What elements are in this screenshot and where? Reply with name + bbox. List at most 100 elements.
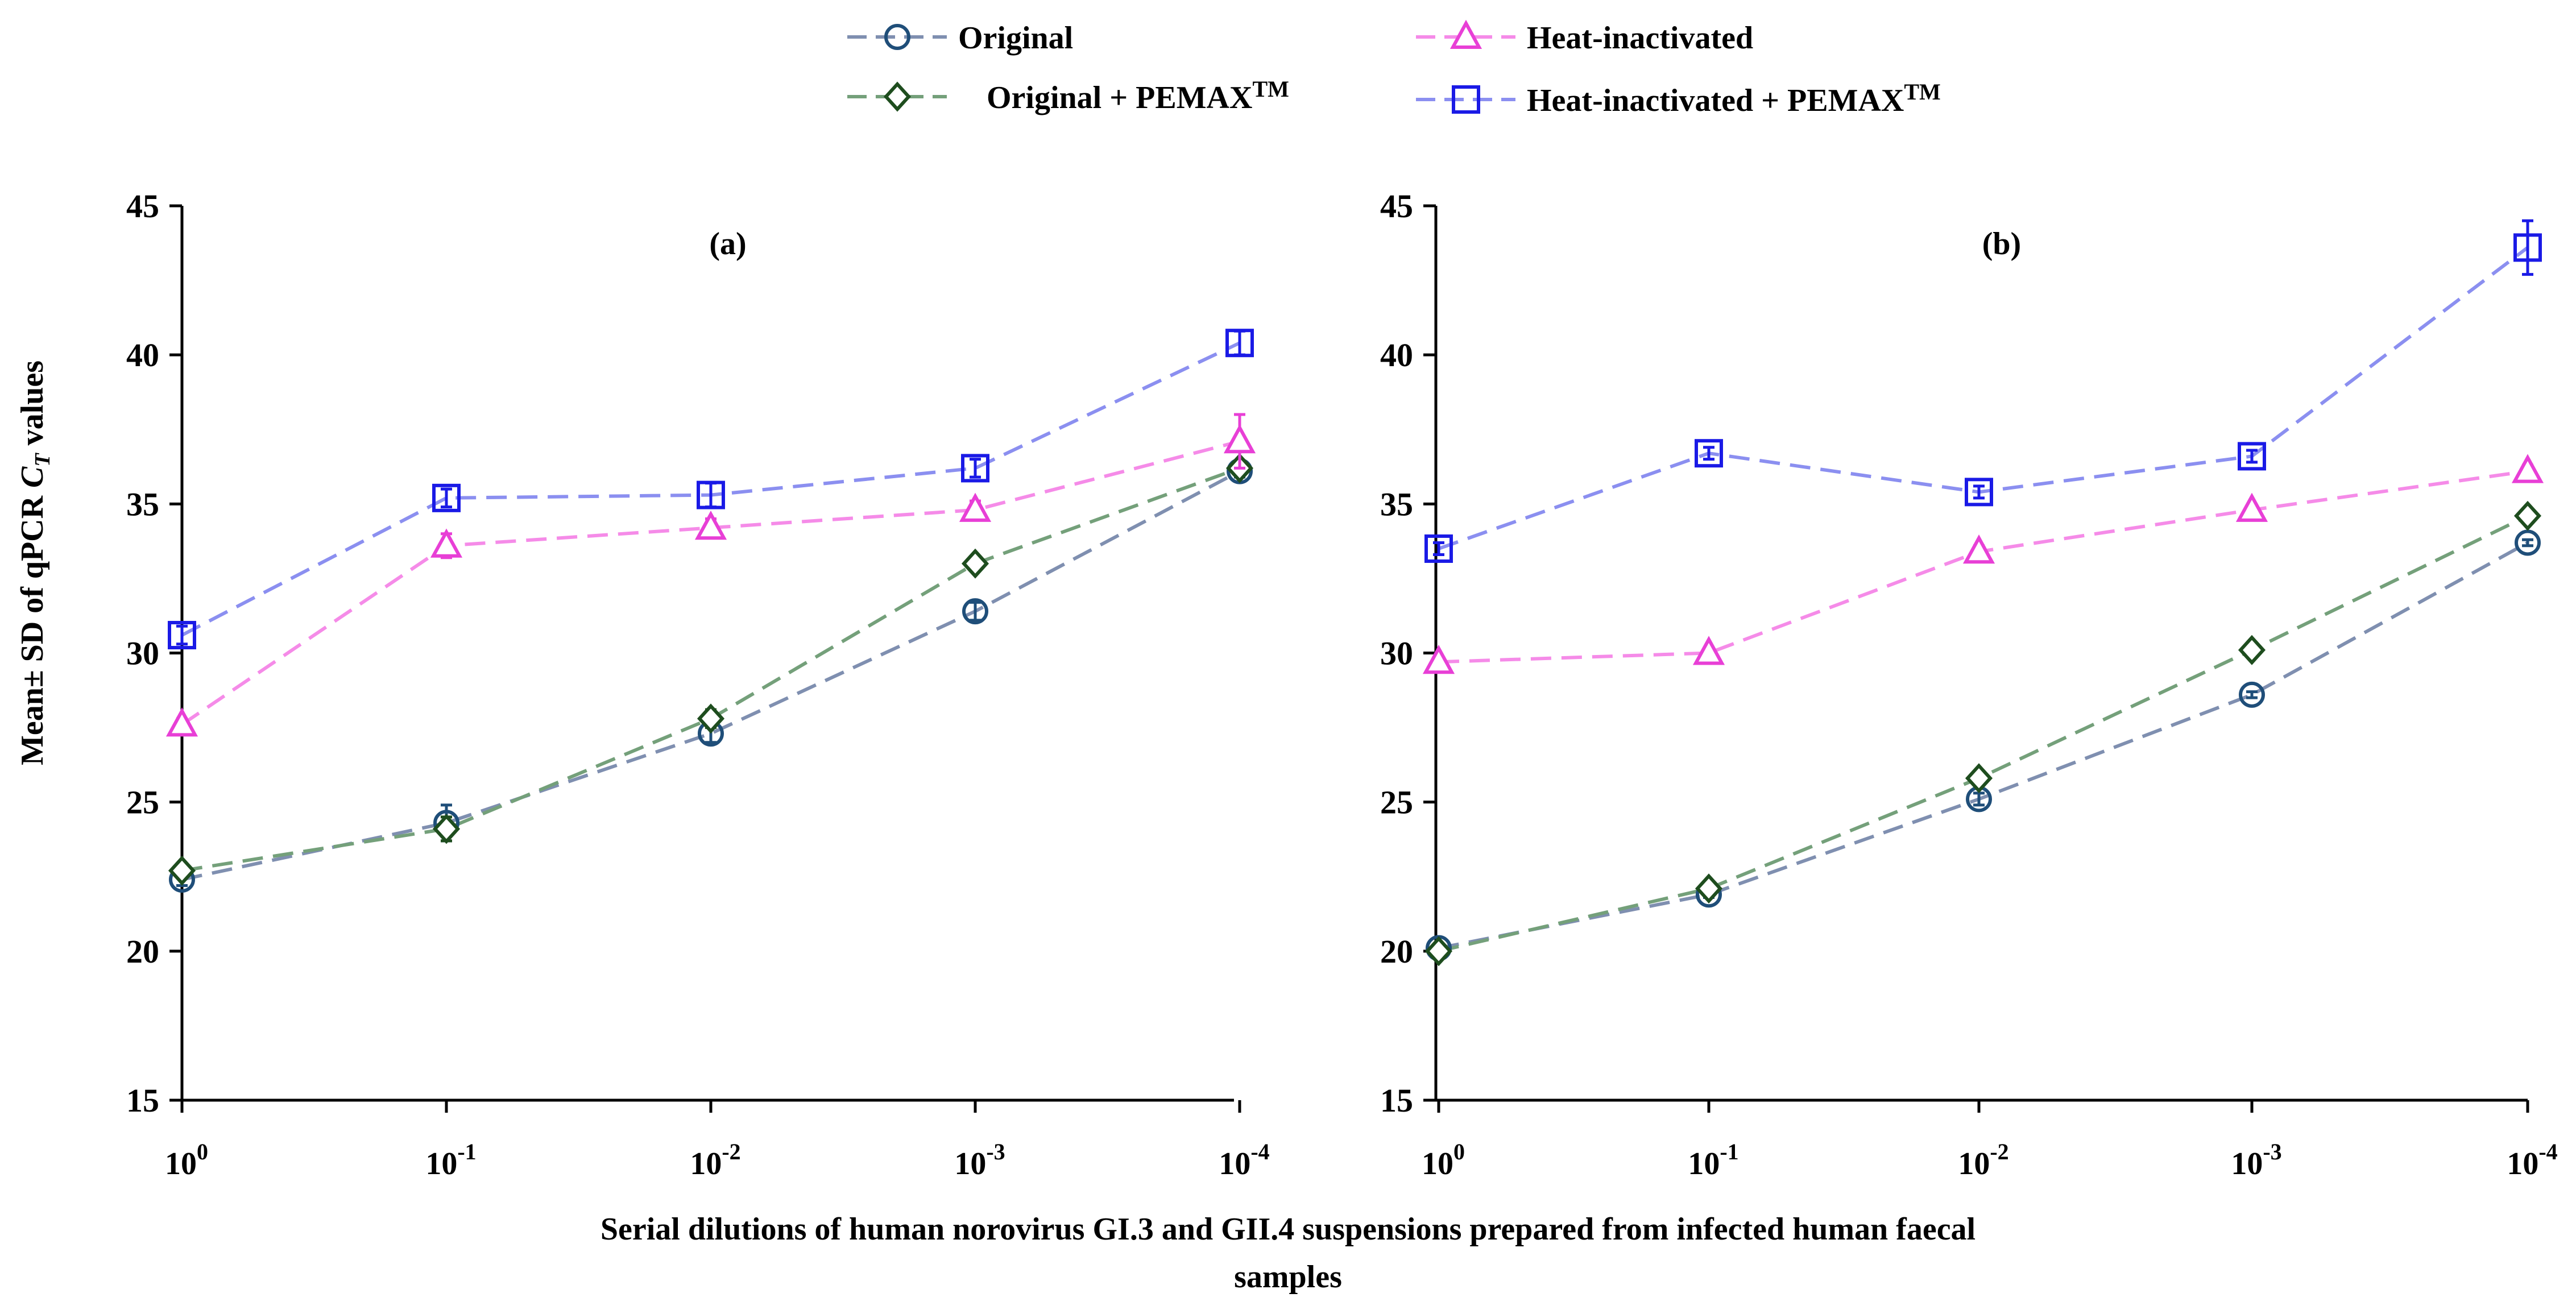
data-point-heat xyxy=(2235,492,2268,522)
data-point-heat_pemax xyxy=(697,480,725,509)
legend-label-heat: Heat-inactivated xyxy=(1527,20,1753,56)
data-point-heat_pemax xyxy=(1225,329,1254,358)
data-point-original_pemax xyxy=(2513,500,2542,531)
data-point-heat xyxy=(2511,454,2544,483)
data-point-heat_pemax xyxy=(961,454,989,483)
y-tick-label: 15 xyxy=(126,1082,159,1119)
data-point-original_pemax xyxy=(2238,635,2266,665)
panel-title: (b) xyxy=(1982,226,2021,262)
legend-entry-heat: Heat-inactivated xyxy=(1416,19,1753,56)
data-point-original_pemax xyxy=(1424,936,1453,967)
data-point-heat xyxy=(1223,424,1256,454)
x-tick-label: 10-1 xyxy=(425,1139,476,1182)
legend-label-text: Heat-inactivated + PEMAX xyxy=(1527,83,1904,118)
x-tick-base: 10 xyxy=(425,1146,457,1182)
legend-entry-heat_pemax: Heat-inactivated + PEMAXTM xyxy=(1416,79,1941,118)
data-point-original xyxy=(2239,681,2265,708)
data-point-original xyxy=(2515,529,2541,556)
legend-label-original_pemax: Original + PEMAXTM xyxy=(987,76,1289,115)
y-tick-label: 40 xyxy=(126,337,159,374)
x-tick-exponent: -3 xyxy=(986,1139,1005,1164)
data-point-original_pemax xyxy=(697,703,725,734)
data-point-heat xyxy=(1692,636,1725,665)
x-tick-base: 10 xyxy=(1219,1146,1250,1182)
y-axis-label: Mean± SD of qPCR CT values xyxy=(15,360,55,765)
data-point-original_pemax xyxy=(1965,763,1993,794)
legend-label-sup: TM xyxy=(1252,76,1289,102)
y-tick-label: 45 xyxy=(1380,188,1413,225)
data-point-heat_pemax xyxy=(432,483,461,512)
x-tick-label: 10-4 xyxy=(1219,1139,1269,1182)
legend-marker-original_pemax xyxy=(883,81,912,112)
x-tick-exponent: -4 xyxy=(1250,1139,1269,1164)
x-tick-label: 10-3 xyxy=(2231,1139,2281,1182)
x-tick-exponent: 0 xyxy=(1453,1139,1465,1164)
y-tick-label: 20 xyxy=(1380,933,1413,970)
y-axis-label-suffix: values xyxy=(15,360,50,453)
data-point-heat xyxy=(430,528,463,558)
x-tick-exponent: -4 xyxy=(2538,1139,2557,1164)
series-line-original xyxy=(1438,541,2529,950)
y-tick-label: 25 xyxy=(1380,784,1413,821)
x-tick-label: 100 xyxy=(165,1139,208,1182)
data-point-original_pemax xyxy=(961,548,989,579)
data-point-heat_pemax xyxy=(2513,233,2542,262)
data-point-heat_pemax xyxy=(168,621,196,650)
data-point-heat xyxy=(1422,644,1455,674)
y-tick-label: 30 xyxy=(126,635,159,672)
data-point-heat xyxy=(1962,534,1995,564)
data-point-heat_pemax xyxy=(1695,439,1723,468)
legend-marker-heat_pemax xyxy=(1452,85,1480,114)
y-tick-label: 35 xyxy=(1380,486,1413,523)
series-line-original xyxy=(181,470,1241,881)
x-tick-base: 10 xyxy=(2231,1146,2263,1182)
x-tick-label: 10-3 xyxy=(954,1139,1005,1182)
x-axis-label: Serial dilutions of human norovirus GI.3… xyxy=(0,1205,2576,1301)
x-tick-base: 10 xyxy=(2507,1146,2538,1182)
data-point-heat_pemax xyxy=(2238,442,2266,471)
x-tick-exponent: -2 xyxy=(1990,1139,2008,1164)
x-tick-base: 10 xyxy=(954,1146,986,1182)
data-point-heat_pemax xyxy=(1424,534,1453,563)
legend-entry-original_pemax: Original + PEMAXTM xyxy=(847,76,1289,115)
legend-label-sup: TM xyxy=(1904,79,1940,105)
legend-marker-original xyxy=(884,24,910,50)
legend-label-text: Original xyxy=(958,20,1073,56)
y-tick-label: 25 xyxy=(126,784,159,821)
x-tick-exponent: -3 xyxy=(2263,1139,2281,1164)
series-line-original_pemax xyxy=(1438,514,2529,953)
x-tick-exponent: -1 xyxy=(457,1139,476,1164)
data-point-heat xyxy=(165,707,198,737)
x-tick-label: 10-4 xyxy=(2507,1139,2557,1182)
y-tick-label: 45 xyxy=(126,188,159,225)
x-tick-base: 10 xyxy=(165,1146,197,1182)
legend-marker-heat xyxy=(1449,19,1482,49)
y-axis-label-ct-sub: T xyxy=(31,453,55,467)
data-point-original xyxy=(962,598,988,625)
x-tick-label: 10-1 xyxy=(1688,1139,1738,1182)
legend-label-heat_pemax: Heat-inactivated + PEMAXTM xyxy=(1527,79,1941,118)
data-point-heat xyxy=(959,492,992,522)
x-tick-base: 10 xyxy=(690,1146,722,1182)
y-axis-label-ct: C xyxy=(15,466,50,488)
data-point-original_pemax xyxy=(168,855,196,886)
y-axis-label-prefix: Mean± SD of qPCR xyxy=(15,488,50,765)
y-tick-label: 35 xyxy=(126,486,159,523)
x-tick-base: 10 xyxy=(1422,1146,1453,1182)
legend-label-text: Original + PEMAX xyxy=(987,80,1252,115)
x-tick-base: 10 xyxy=(1958,1146,1990,1182)
legend-entry-original: Original xyxy=(847,20,1073,56)
y-tick-label: 30 xyxy=(1380,635,1413,672)
legend-label-original: Original xyxy=(958,20,1073,56)
x-tick-exponent: 0 xyxy=(197,1139,208,1164)
x-axis-label-line1: Serial dilutions of human norovirus GI.3… xyxy=(600,1212,1976,1247)
x-tick-label: 100 xyxy=(1422,1139,1465,1182)
y-tick-label: 20 xyxy=(126,933,159,970)
y-tick-label: 15 xyxy=(1380,1082,1413,1119)
data-point-heat_pemax xyxy=(1965,478,1993,507)
x-tick-label: 10-2 xyxy=(1958,1139,2008,1182)
data-point-original_pemax xyxy=(432,814,461,844)
